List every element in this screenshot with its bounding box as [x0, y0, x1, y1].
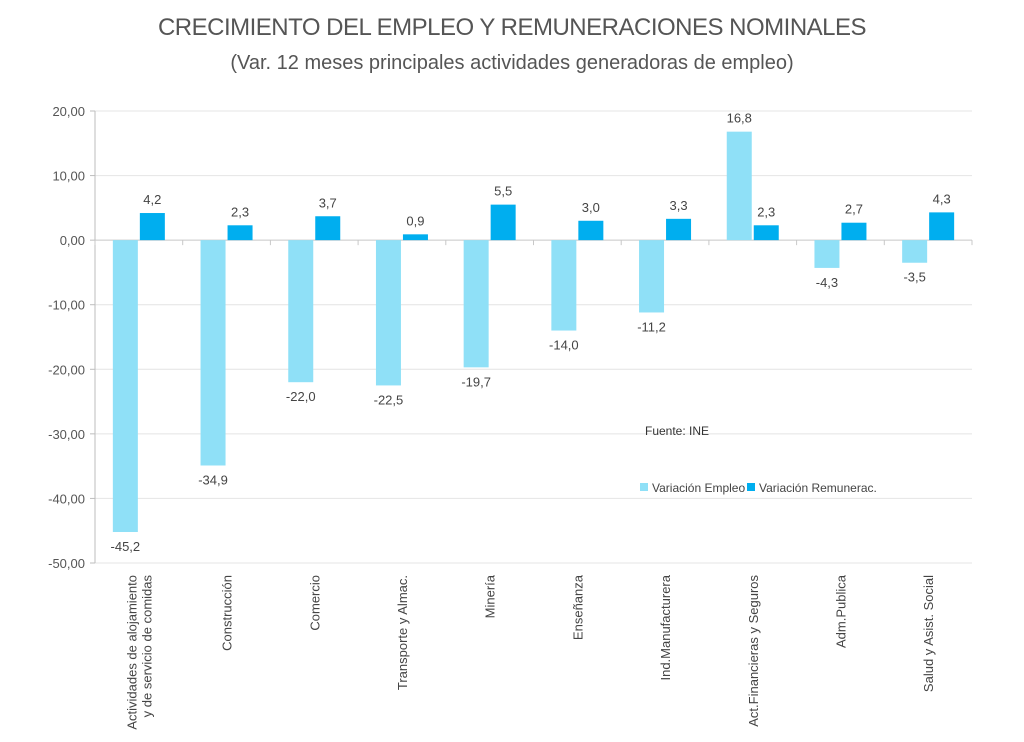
y-tick-label: 20,00 — [52, 104, 85, 119]
category-label: Actividades de alojamiento y de servicio … — [124, 575, 154, 730]
category-label: Transporte y Almac. — [395, 575, 410, 690]
category-label: Minería — [483, 574, 498, 618]
data-label: 2,3 — [757, 204, 775, 219]
y-tick-label: -10,00 — [48, 298, 85, 313]
bar-empleo — [726, 131, 752, 241]
bar-empleo — [288, 240, 314, 383]
data-label: 2,7 — [845, 202, 863, 217]
category-label-line: Comercio — [307, 575, 322, 631]
data-label: 2,3 — [231, 204, 249, 219]
bar-remuneraciones — [753, 225, 779, 241]
legend-swatch — [640, 483, 648, 491]
bar-empleo — [902, 240, 928, 263]
y-tick-label: -30,00 — [48, 427, 85, 442]
bar-remuneraciones — [139, 213, 165, 241]
data-label: -22,5 — [374, 392, 404, 407]
bar-remuneraciones — [578, 220, 604, 241]
category-label-line: Adm.Publica — [833, 574, 848, 648]
data-label: -19,7 — [461, 374, 491, 389]
data-label: 4,2 — [143, 192, 161, 207]
y-tick-label: -40,00 — [48, 491, 85, 506]
bar-empleo — [200, 240, 226, 466]
data-label: 3,7 — [319, 195, 337, 210]
data-label: 3,0 — [582, 200, 600, 215]
category-label: Salud y Asist. Social — [921, 575, 936, 692]
chart-title: CRECIMIENTO DEL EMPLEO Y REMUNERACIONES … — [157, 14, 867, 41]
category-label-line: Salud y Asist. Social — [921, 575, 936, 692]
category-label-line: Transporte y Almac. — [395, 575, 410, 690]
category-label-line: y de servicio de comidas — [139, 575, 154, 718]
category-label-line: Actividades de alojamiento — [124, 575, 139, 730]
legend-label: Variación Remunerac. — [759, 481, 877, 495]
category-label: Adm.Publica — [833, 574, 848, 648]
data-label: -14,0 — [549, 338, 579, 353]
bar-remuneraciones — [490, 204, 516, 241]
y-tick-label: -20,00 — [48, 362, 85, 377]
data-label: -45,2 — [111, 539, 141, 554]
y-tick-label: 0,00 — [60, 233, 85, 248]
data-label: -11,2 — [637, 319, 666, 334]
bar-empleo — [551, 240, 577, 331]
category-label: Enseñanza — [570, 574, 585, 640]
category-label-line: Minería — [483, 574, 498, 618]
category-label: Comercio — [307, 575, 322, 631]
bar-remuneraciones — [841, 222, 867, 241]
bar-remuneraciones — [315, 216, 341, 241]
y-tick-label: 10,00 — [52, 169, 85, 184]
y-tick-label: -50,00 — [48, 556, 85, 571]
data-label: 0,9 — [406, 213, 424, 228]
bar-remuneraciones — [402, 234, 428, 241]
bar-empleo — [639, 240, 665, 313]
chart-subtitle: (Var. 12 meses principales actividades g… — [230, 52, 794, 74]
bar-empleo — [375, 240, 401, 386]
bar-remuneraciones — [929, 212, 955, 241]
category-label: Ind.Manufacturera — [658, 574, 673, 680]
bar-empleo — [112, 240, 138, 533]
category-label-line: Ind.Manufacturera — [658, 574, 673, 680]
category-label-line: Enseñanza — [570, 574, 585, 640]
data-label: 5,5 — [494, 184, 512, 199]
data-label: -22,0 — [286, 389, 316, 404]
legend-swatch — [747, 483, 755, 491]
data-label: 3,3 — [670, 198, 688, 213]
category-label-line: Construcción — [220, 575, 235, 651]
bar-remuneraciones — [666, 218, 692, 241]
data-label: -4,3 — [816, 275, 838, 290]
category-label: Construcción — [220, 575, 235, 651]
data-label: -34,9 — [198, 472, 228, 487]
bar-empleo — [463, 240, 489, 368]
legend-label: Variación Empleo — [652, 481, 745, 495]
category-label: Act.Financieras y Seguros — [746, 575, 761, 727]
source-note: Fuente: INE — [645, 424, 709, 438]
data-label: -3,5 — [903, 270, 925, 285]
data-label: 4,3 — [933, 191, 951, 206]
bar-remuneraciones — [227, 225, 253, 241]
bar-empleo — [814, 240, 840, 268]
category-label-line: Act.Financieras y Seguros — [746, 575, 761, 727]
data-label: 16,8 — [727, 111, 752, 126]
